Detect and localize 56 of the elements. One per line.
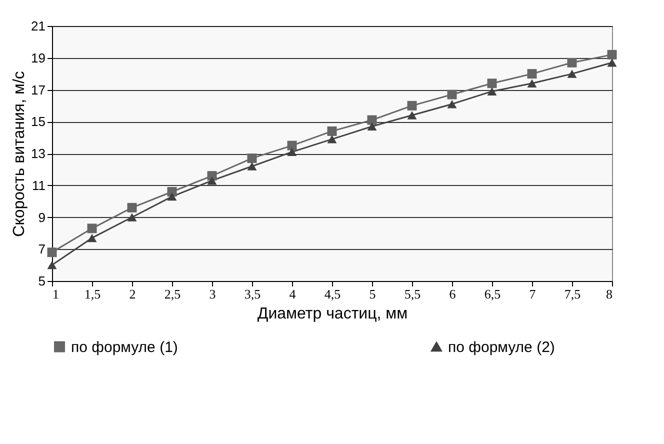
- point: [47, 260, 57, 270]
- point: [607, 50, 617, 60]
- x-tick-label: 2: [129, 286, 136, 302]
- x-tick-label: 1,5: [84, 286, 101, 302]
- point: [527, 69, 537, 79]
- y-tick-label: 17: [31, 82, 46, 98]
- point: [367, 122, 377, 131]
- point: [327, 126, 337, 136]
- point: [447, 100, 457, 108]
- legend-label: по формуле (1): [71, 338, 178, 356]
- point: [87, 234, 97, 242]
- x-tick-label: 8: [606, 286, 612, 302]
- point: [567, 58, 577, 68]
- point: [527, 79, 537, 88]
- legend-label: по формуле (2): [448, 338, 555, 356]
- point: [127, 213, 137, 222]
- x-tick-label: 4,5: [324, 286, 341, 302]
- point: [607, 58, 617, 67]
- point: [247, 162, 257, 170]
- point: [407, 100, 417, 110]
- x-tick-label: 5,5: [404, 286, 421, 302]
- y-axis-title: Скорость витания, м/с: [11, 71, 28, 237]
- x-tick-label: 7: [529, 286, 536, 302]
- point: [47, 248, 57, 258]
- x-tick-label: 3: [209, 286, 216, 302]
- point: [287, 140, 297, 150]
- point: [487, 78, 497, 88]
- y-tick-label: 9: [38, 210, 46, 225]
- y-tick-label: 13: [31, 146, 46, 161]
- y-tick-label: 21: [31, 18, 46, 34]
- point: [327, 135, 337, 144]
- point: [287, 148, 297, 156]
- point: [207, 176, 217, 185]
- point: [367, 115, 377, 125]
- x-tick-label: 2,5: [164, 286, 181, 302]
- y-tick-label: 11: [32, 178, 46, 193]
- x-tick-label: 6,5: [484, 286, 501, 302]
- y-tick-label: 7: [38, 242, 46, 257]
- x-axis-title: Диаметр частиц, мм: [257, 306, 408, 322]
- point: [407, 111, 417, 120]
- y-tick-label: 19: [31, 50, 46, 66]
- x-tick-label: 4: [289, 286, 296, 302]
- point: [87, 224, 97, 234]
- x-tick-label: 6: [449, 286, 456, 302]
- x-tick-label: 5: [369, 286, 376, 302]
- point: [247, 154, 257, 164]
- x-tick-label: 3,5: [244, 286, 261, 302]
- point: [127, 202, 137, 212]
- point: [167, 192, 177, 201]
- x-tick-label: 1: [52, 286, 59, 302]
- y-tick-label: 5: [38, 274, 46, 288]
- y-tick-label: 15: [31, 114, 46, 130]
- point: [487, 87, 497, 96]
- point: [447, 90, 457, 100]
- x-tick-label: 7,5: [564, 286, 581, 302]
- point: [567, 70, 577, 78]
